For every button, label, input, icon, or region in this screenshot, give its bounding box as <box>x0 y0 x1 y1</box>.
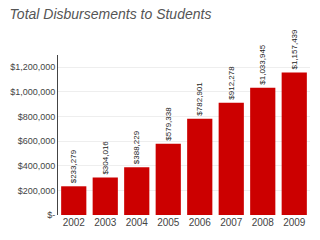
svg-text:$1,157,439: $1,157,439 <box>290 29 299 70</box>
svg-text:$1,033,945: $1,033,945 <box>258 44 267 85</box>
svg-text:2005: 2005 <box>157 217 180 228</box>
svg-text:$388,229: $388,229 <box>132 130 141 164</box>
svg-text:$600,000: $600,000 <box>18 136 56 146</box>
svg-text:$1,200,000: $1,200,000 <box>10 62 55 72</box>
svg-text:Total Disbursements to Student: Total Disbursements to Students <box>10 6 212 22</box>
svg-text:$800,000: $800,000 <box>18 112 56 122</box>
svg-text:$233,279: $233,279 <box>69 149 78 183</box>
svg-text:$1,000,000: $1,000,000 <box>10 87 55 97</box>
svg-text:$-: $- <box>47 210 55 220</box>
svg-text:2008: 2008 <box>252 217 275 228</box>
svg-text:2006: 2006 <box>189 217 212 228</box>
svg-text:$912,278: $912,278 <box>227 66 236 100</box>
svg-text:$782,901: $782,901 <box>195 82 204 116</box>
svg-text:2009: 2009 <box>283 217 306 228</box>
svg-text:2003: 2003 <box>94 217 117 228</box>
svg-text:$400,000: $400,000 <box>18 161 56 171</box>
svg-text:$200,000: $200,000 <box>18 186 56 196</box>
svg-text:$304,016: $304,016 <box>101 141 110 175</box>
svg-text:2002: 2002 <box>63 217 86 228</box>
svg-text:$579,338: $579,338 <box>164 107 173 141</box>
svg-text:2007: 2007 <box>220 217 243 228</box>
svg-text:2004: 2004 <box>126 217 149 228</box>
